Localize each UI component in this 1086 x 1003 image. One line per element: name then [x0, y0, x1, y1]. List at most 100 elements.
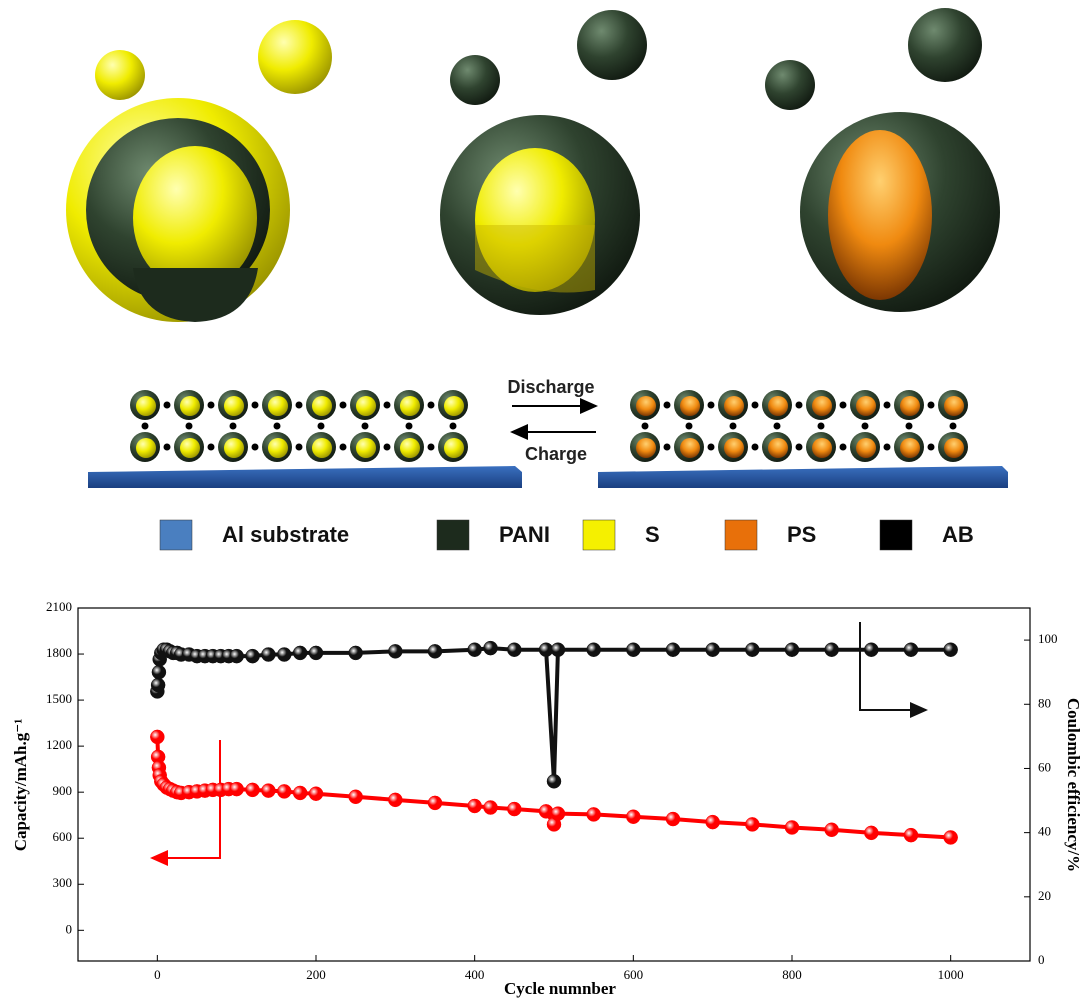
data-point	[587, 643, 601, 657]
ab-dot	[384, 402, 391, 409]
data-point	[246, 783, 260, 797]
data-point	[864, 643, 878, 657]
x-axis-label: Cycle numnber	[504, 979, 616, 998]
ab-dot	[664, 402, 671, 409]
x-tick-label: 0	[154, 967, 161, 982]
x-tick-label: 200	[306, 967, 326, 982]
particle-core	[768, 438, 788, 458]
legend-label: S	[645, 522, 660, 547]
ab-dot	[642, 423, 649, 430]
ab-dot	[840, 402, 847, 409]
ab-dot	[796, 402, 803, 409]
particle-core	[268, 438, 288, 458]
data-point	[428, 796, 442, 810]
data-point	[626, 810, 640, 824]
chart: Cycle numnber Capacity/mAh.g⁻¹ Coulombic…	[11, 599, 1083, 998]
data-point	[484, 801, 498, 815]
data-point	[944, 830, 958, 844]
figure: Discharge Charge Al substratePANISPSAB C…	[0, 0, 1086, 1003]
ab-dot	[928, 444, 935, 451]
data-point	[745, 817, 759, 831]
data-point	[468, 643, 482, 657]
charge-label: Charge	[525, 444, 587, 464]
legend-swatch	[880, 520, 912, 550]
particle-core	[680, 438, 700, 458]
ab-dot	[274, 423, 281, 430]
ab-dot	[862, 423, 869, 430]
particle-core	[268, 396, 288, 416]
data-point	[388, 793, 402, 807]
page: { "diagram": { "reaction": {"forward": "…	[0, 0, 1086, 1003]
y-tick-label: 600	[53, 829, 73, 844]
data-point	[468, 799, 482, 813]
ab-dot	[686, 423, 693, 430]
ab-dot	[884, 444, 891, 451]
y-tick-label: 1800	[46, 645, 72, 660]
data-point	[428, 644, 442, 658]
x-tick-label: 1000	[938, 967, 964, 982]
legend-swatch	[725, 520, 757, 550]
ab-dot	[752, 444, 759, 451]
particle-core	[312, 396, 332, 416]
particle-core	[180, 396, 200, 416]
y2-axis-label: Coulombic efficiency/%	[1064, 698, 1083, 872]
particle-core	[356, 396, 376, 416]
ab-dot	[884, 402, 891, 409]
data-point	[785, 820, 799, 834]
data-point	[349, 646, 363, 660]
y-tick-label: 900	[53, 783, 73, 798]
particle-core	[812, 438, 832, 458]
particle-core	[224, 396, 244, 416]
y-axis-label: Capacity/mAh.g⁻¹	[11, 719, 30, 852]
ab-dot	[164, 444, 171, 451]
discharge-label: Discharge	[507, 377, 594, 397]
ab-dot	[252, 444, 259, 451]
ab-dot	[428, 402, 435, 409]
ab-dot	[164, 402, 171, 409]
ab-dot	[428, 444, 435, 451]
ab-dot	[340, 402, 347, 409]
particle-core	[444, 438, 464, 458]
y-tick-label: 300	[53, 875, 73, 890]
data-point	[944, 643, 958, 657]
x-tick-label: 400	[465, 967, 485, 982]
data-point	[706, 643, 720, 657]
ab-dot	[730, 423, 737, 430]
data-point	[547, 774, 561, 788]
ab-dot	[906, 423, 913, 430]
y-tick-label: 2100	[46, 599, 72, 614]
ab-dot	[818, 423, 825, 430]
particle-core	[900, 438, 920, 458]
data-point	[277, 784, 291, 798]
particle-core	[636, 438, 656, 458]
data-point	[151, 678, 165, 692]
ab-dot	[406, 423, 413, 430]
particle-core	[444, 396, 464, 416]
ab-dot	[928, 402, 935, 409]
particle-core	[900, 396, 920, 416]
data-point	[277, 648, 291, 662]
ab-dot	[208, 444, 215, 451]
data-point	[745, 643, 759, 657]
reaction-arrows: Discharge Charge	[507, 377, 596, 464]
ab-dot	[840, 444, 847, 451]
particle-core	[400, 396, 420, 416]
data-point	[626, 643, 640, 657]
particle-core	[680, 396, 700, 416]
ab-dot	[208, 402, 215, 409]
efficiency-axis-arrow	[860, 622, 926, 710]
ab-dot	[142, 423, 149, 430]
electrode-schematic	[88, 390, 1008, 488]
ab-dot	[774, 423, 781, 430]
data-point	[293, 646, 307, 660]
sphere-illustration	[66, 8, 1000, 322]
particle-core	[636, 396, 656, 416]
ab-dot	[796, 444, 803, 451]
data-point	[904, 643, 918, 657]
data-point	[539, 804, 553, 818]
data-point	[551, 807, 565, 821]
ab-dot	[186, 423, 193, 430]
y2-tick-label: 60	[1038, 759, 1051, 774]
data-point	[825, 643, 839, 657]
